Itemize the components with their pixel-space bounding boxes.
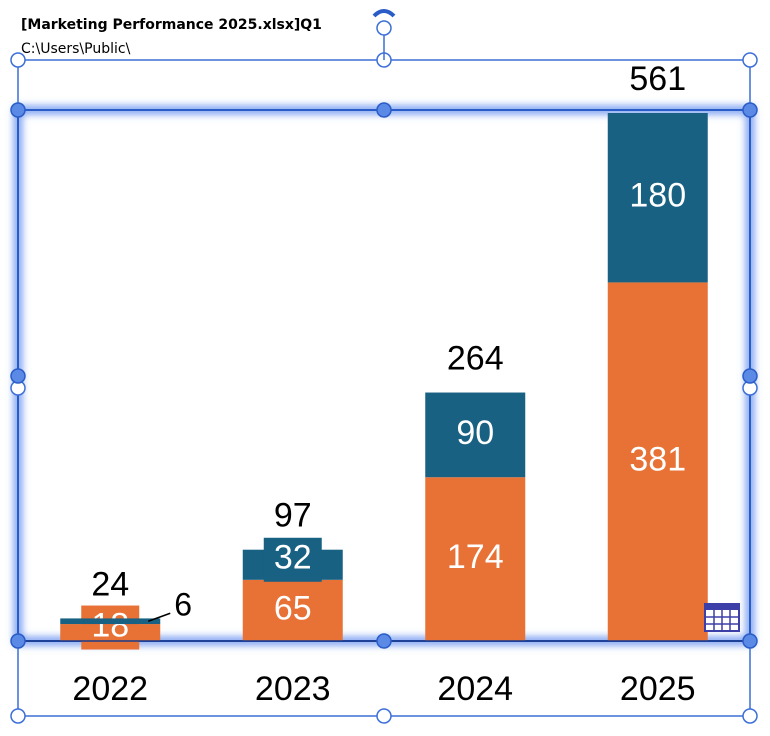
data-label: 65: [274, 589, 312, 627]
data-label: 6: [174, 587, 192, 623]
data-label: 381: [629, 441, 686, 479]
data-label: 90: [456, 414, 494, 452]
label-box: [263, 537, 322, 582]
total-label: 264: [447, 340, 504, 378]
table-icon[interactable]: [704, 603, 740, 632]
data-label: 32: [274, 539, 312, 577]
x-tick-label: 2025: [620, 670, 696, 708]
bar-segment: [425, 477, 526, 641]
total-label: 24: [91, 565, 129, 603]
bar-segment: [607, 113, 708, 283]
bar-segment: [242, 579, 343, 641]
data-label: 174: [447, 538, 504, 576]
data-label: 18: [91, 607, 129, 645]
x-tick-label: 2023: [255, 670, 331, 708]
file-path: C:\Users\Public\: [21, 41, 131, 57]
total-label: 561: [629, 60, 686, 98]
bar-segment: [425, 392, 526, 478]
total-label: 97: [274, 497, 312, 535]
leader-line: [147, 612, 171, 622]
data-label: 180: [629, 177, 686, 215]
bar-segment: [607, 282, 708, 641]
label-box: [81, 605, 140, 650]
file-title: [Marketing Performance 2025.xlsx]Q1: [21, 17, 322, 33]
x-tick-label: 2024: [437, 670, 513, 708]
selection-handles[interactable]: [10, 9, 758, 724]
x-tick-label: 2022: [72, 670, 148, 708]
plot-area: 18 6 24 2022 65 32 97 2023 174 90 264 2024 381 180 561…: [60, 60, 708, 708]
bar-segment: [60, 618, 161, 625]
